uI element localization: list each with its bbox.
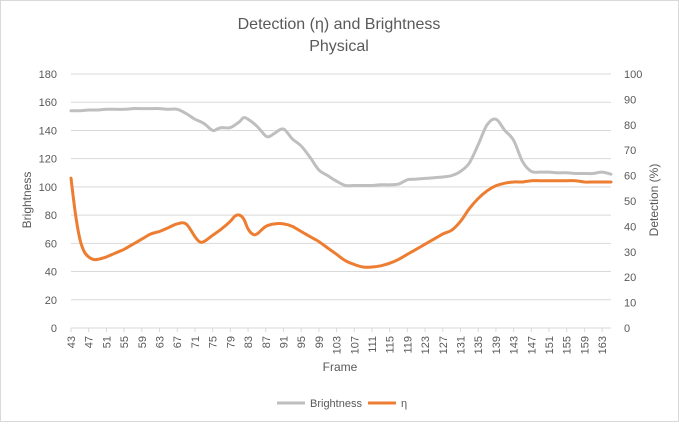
series-layer (69, 107, 613, 269)
chart-subtitle: Physical (309, 38, 369, 55)
x-tick-label: 143 (509, 336, 521, 354)
x-axis-title: Frame (323, 360, 358, 374)
x-tick-label: 127 (438, 336, 450, 354)
x-tick-label: 115 (385, 336, 397, 354)
x-tick-label: 119 (402, 336, 414, 354)
x-tick-label: 95 (296, 336, 308, 348)
x-tick-label: 103 (332, 336, 344, 354)
x-tick-label: 55 (119, 336, 131, 348)
x-tick-label: 99 (314, 336, 326, 348)
legend: Brightness η (277, 398, 407, 410)
y-axis-title: Brightness (20, 172, 34, 229)
x-tick-label: 91 (278, 336, 290, 348)
right-axis-ticks: 0 10 20 30 40 50 60 70 80 90 100 (624, 69, 642, 335)
right-tick-label: 0 (624, 323, 630, 335)
y2-axis-title: Detection (%) (647, 164, 661, 237)
left-tick-label: 20 (45, 295, 57, 307)
left-tick-label: 160 (39, 97, 57, 109)
gridlines (71, 73, 611, 301)
right-tick-label: 80 (624, 120, 636, 132)
left-tick-label: 120 (39, 154, 57, 166)
right-tick-label: 60 (624, 171, 636, 183)
x-tick-label: 71 (190, 336, 202, 348)
right-tick-label: 40 (624, 221, 636, 233)
left-axis-ticks: 0 20 40 60 80 100 120 140 160 180 (39, 69, 57, 335)
x-tick-label: 111 (367, 336, 379, 353)
x-tick-label: 63 (155, 336, 167, 348)
x-tick-label: 79 (225, 336, 237, 348)
left-tick-label: 80 (45, 210, 57, 222)
series-line-brightness (69, 107, 613, 188)
x-tick-label: 135 (473, 336, 485, 354)
right-tick-label: 10 (624, 298, 636, 310)
right-tick-label: 30 (624, 247, 636, 259)
x-tick-label: 47 (84, 336, 96, 348)
left-tick-label: 140 (39, 125, 57, 137)
left-tick-label: 40 (45, 267, 57, 279)
x-tick-label: 163 (597, 336, 609, 354)
x-tick-label: 159 (579, 336, 591, 354)
x-axis-ticks: 43 47 51 55 59 63 67 71 75 79 83 87 91 95 99 103 107 111 1… (66, 328, 609, 354)
x-tick-label: 151 (544, 336, 556, 354)
left-tick-label: 180 (39, 69, 57, 81)
x-tick-label: 59 (137, 336, 149, 348)
x-tick-label: 87 (261, 336, 273, 348)
x-tick-label: 67 (172, 336, 184, 348)
right-tick-label: 50 (624, 196, 636, 208)
left-tick-label: 100 (39, 182, 57, 194)
x-tick-label: 123 (420, 336, 432, 354)
x-tick-label: 147 (526, 336, 538, 354)
x-tick-label: 155 (562, 336, 574, 354)
right-tick-label: 100 (624, 69, 642, 81)
left-tick-label: 60 (45, 238, 57, 250)
x-tick-label: 83 (243, 336, 255, 348)
series-line-eta (69, 176, 613, 269)
x-tick-label: 75 (208, 336, 220, 348)
x-tick-label: 139 (491, 336, 503, 354)
x-tick-label: 51 (101, 336, 113, 348)
x-tick-label: 43 (66, 336, 78, 348)
right-tick-label: 90 (624, 94, 636, 106)
x-tick-label: 131 (456, 336, 468, 354)
right-tick-label: 70 (624, 145, 636, 157)
left-tick-label: 0 (51, 323, 57, 335)
right-tick-label: 20 (624, 272, 636, 284)
x-tick-label: 107 (349, 336, 361, 354)
legend-label-eta: η (401, 398, 407, 410)
chart-title: Detection (η) and Brightness (238, 16, 441, 33)
legend-label-brightness: Brightness (310, 398, 362, 410)
